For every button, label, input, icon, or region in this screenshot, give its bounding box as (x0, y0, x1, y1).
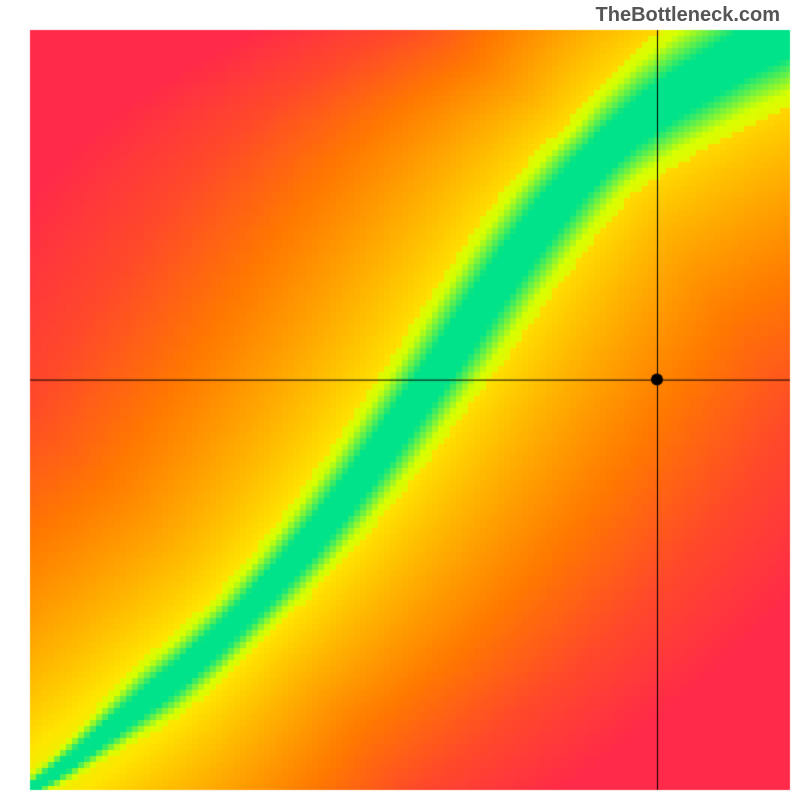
bottleneck-heatmap (0, 0, 800, 800)
watermark-text: TheBottleneck.com (596, 4, 780, 27)
chart-container: TheBottleneck.com (0, 0, 800, 800)
